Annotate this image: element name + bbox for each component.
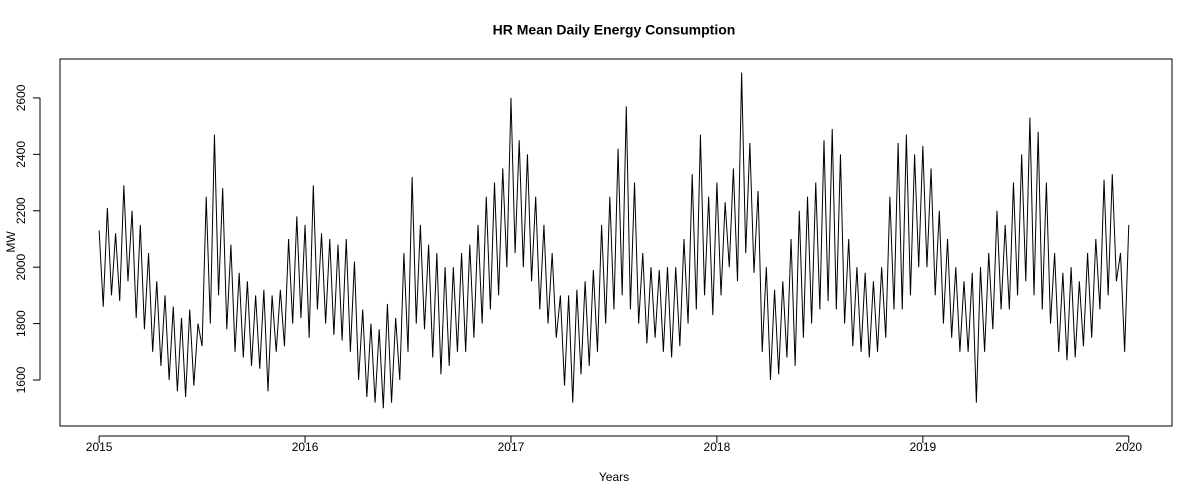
plot-frame	[59, 58, 1173, 427]
x-tick-label: 2020	[1115, 440, 1142, 454]
y-axis-label: MW	[4, 231, 18, 253]
x-tick-label: 2015	[86, 440, 113, 454]
y-tick-label: 1600	[14, 366, 28, 393]
x-tick-label: 2019	[909, 440, 936, 454]
x-axis-label: Years	[599, 470, 629, 484]
y-tick-label: 2200	[14, 197, 28, 224]
x-tick-label: 2018	[704, 440, 731, 454]
series-line	[98, 72, 1130, 409]
x-tick-label: 2016	[292, 440, 319, 454]
y-tick-label: 1800	[14, 310, 28, 337]
y-tick-label: 2000	[14, 254, 28, 281]
y-tick-label: 2400	[14, 141, 28, 168]
chart-title: HR Mean Daily Energy Consumption	[493, 22, 736, 38]
y-tick-label: 2600	[14, 84, 28, 111]
x-tick-label: 2017	[498, 440, 525, 454]
